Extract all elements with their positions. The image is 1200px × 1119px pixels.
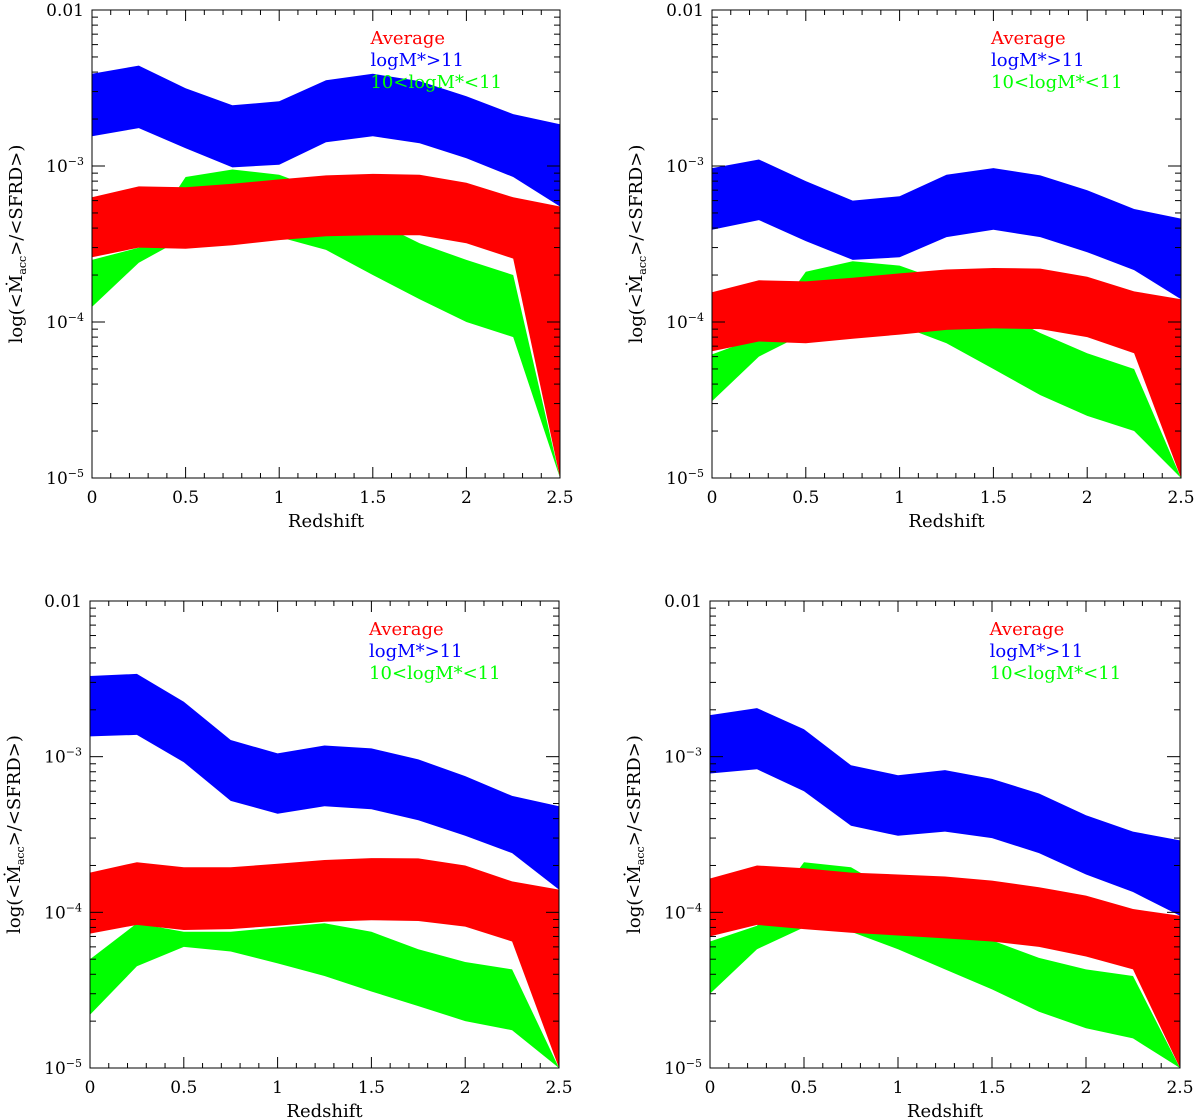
x-tick-label: 1.5 <box>359 488 386 508</box>
legend-entry: Average <box>369 28 445 49</box>
x-axis-label: Redshift <box>286 1101 363 1119</box>
plot-frame <box>709 600 1181 1069</box>
y-tick-label: 10−5 <box>44 1057 82 1079</box>
legend-entry: logM*>11 <box>991 50 1085 71</box>
band-logm-11 <box>92 65 560 207</box>
x-tick-label: 0 <box>87 488 98 508</box>
y-axis-label: log(<Ṁacc>/<SFRD>) <box>622 735 647 934</box>
x-tick-label: 0 <box>705 1078 716 1098</box>
x-tick-label: 2.5 <box>1167 488 1194 508</box>
x-tick-label: 0.5 <box>172 488 199 508</box>
y-tick-label: 0.01 <box>664 592 702 612</box>
y-tick-label: 10−3 <box>666 155 704 177</box>
y-tick-label: 0.01 <box>666 1 704 21</box>
x-tick-label: 1 <box>274 488 285 508</box>
y-tick-label: 10−4 <box>666 311 704 333</box>
y-tick-label: 10−4 <box>46 311 84 333</box>
band-logm-11 <box>710 708 1180 916</box>
x-tick-label: 1 <box>893 1078 904 1098</box>
band-average <box>710 865 1180 1068</box>
band-logm-11 <box>712 159 1181 300</box>
x-tick-label: 0.5 <box>790 1078 817 1098</box>
x-tick-label: 2 <box>460 1078 471 1098</box>
legend-entry: Average <box>989 619 1065 640</box>
plot-frame <box>89 600 560 1069</box>
legend-entry: Average <box>368 619 444 640</box>
x-tick-label: 2 <box>461 488 472 508</box>
x-tick-label: 0.5 <box>792 488 819 508</box>
legend-entry: logM*>11 <box>990 641 1084 662</box>
y-tick-label: 10−5 <box>664 1057 702 1079</box>
legend-entry: 10<logM*<11 <box>990 663 1122 684</box>
x-axis-label: Redshift <box>908 511 985 532</box>
chart-panel-top-right: 0 0.5 1 1.5 2 2.5 0.01 10−3 10−4 10−5 Redshift log(… <box>624 1 1195 532</box>
x-tick-label: 1.5 <box>358 1078 385 1098</box>
band-average <box>90 858 559 1068</box>
x-tick-label: 0 <box>85 1078 96 1098</box>
legend-entry: logM*>11 <box>370 50 464 71</box>
y-tick-label: 0.01 <box>46 1 84 21</box>
y-tick-label: 10−4 <box>44 901 82 923</box>
x-axis-label: Redshift <box>907 1101 984 1119</box>
y-tick-label: 10−3 <box>44 746 82 768</box>
y-tick-label: 10−3 <box>46 155 84 177</box>
band-average <box>712 268 1181 478</box>
y-axis-label: log(<Ṁacc>/<SFRD>) <box>624 145 649 344</box>
plot-frame <box>91 9 561 479</box>
x-tick-label: 1.5 <box>980 488 1007 508</box>
y-tick-label: 10−5 <box>46 467 84 489</box>
x-tick-label: 1.5 <box>978 1078 1005 1098</box>
x-axis-label: Redshift <box>288 511 365 532</box>
y-axis-label: log(<Ṁacc>/<SFRD>) <box>2 735 27 934</box>
x-tick-label: 2.5 <box>546 488 573 508</box>
band-average <box>92 173 560 478</box>
chart-panel-bottom-left: 0 0.5 1 1.5 2 2.5 0.01 10−3 10−4 10−5 Redshift log(… <box>2 592 573 1119</box>
legend-entry: Average <box>990 28 1066 49</box>
y-tick-label: 10−3 <box>664 746 702 768</box>
x-tick-label: 1 <box>894 488 905 508</box>
legend-entry: 10<logM*<11 <box>370 72 502 93</box>
y-axis-label: log(<Ṁacc>/<SFRD>) <box>4 145 29 344</box>
x-tick-label: 2.5 <box>1166 1078 1193 1098</box>
y-tick-label: 10−5 <box>666 467 704 489</box>
chart-panel-top-left: 0 0.5 1 1.5 2 2.5 0.01 10−3 10−4 10−5 Redshift log(… <box>4 1 574 532</box>
plot-frame <box>711 9 1182 479</box>
legend-entry: 10<logM*<11 <box>369 663 501 684</box>
chart-panel-bottom-right: 0 0.5 1 1.5 2 2.5 0.01 10−3 10−4 10−5 Redshift log(… <box>622 592 1194 1119</box>
x-tick-label: 1 <box>272 1078 283 1098</box>
legend-entry: logM*>11 <box>369 641 463 662</box>
band-logm-11 <box>90 673 559 890</box>
x-tick-label: 0.5 <box>170 1078 197 1098</box>
band-10-logm-11 <box>90 923 559 1068</box>
y-tick-label: 0.01 <box>44 592 82 612</box>
x-tick-label: 2.5 <box>545 1078 572 1098</box>
x-tick-label: 2 <box>1081 1078 1092 1098</box>
y-tick-label: 10−4 <box>664 901 702 923</box>
legend-entry: 10<logM*<11 <box>991 72 1123 93</box>
x-tick-label: 0 <box>707 488 718 508</box>
x-tick-label: 2 <box>1082 488 1093 508</box>
